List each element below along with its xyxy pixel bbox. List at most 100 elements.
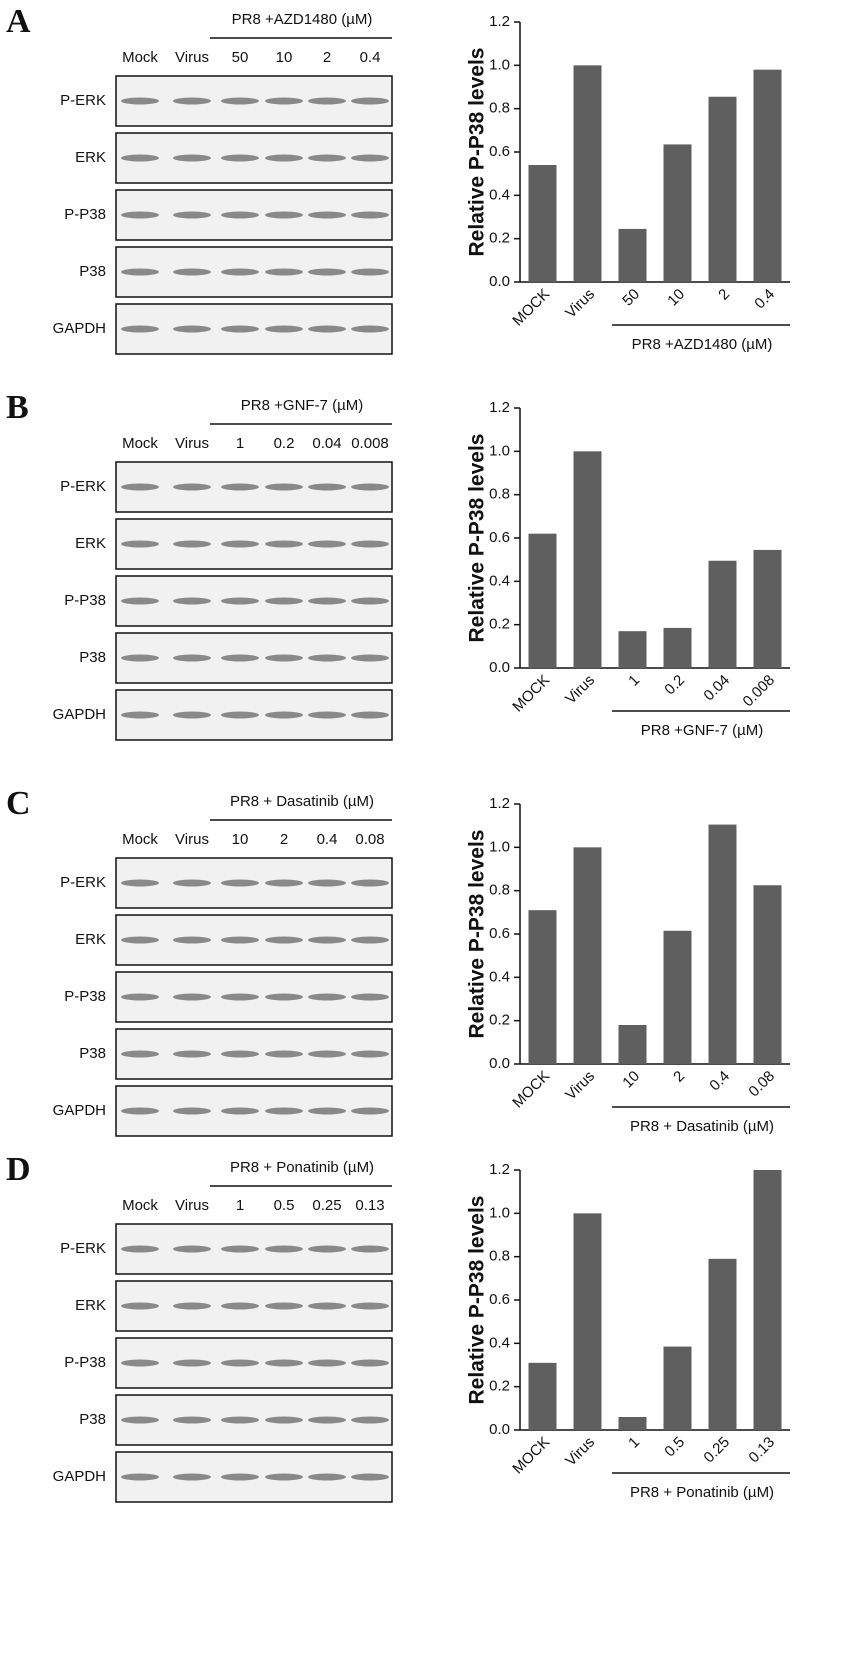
band	[173, 268, 211, 276]
y-tick-label: 0.6	[489, 143, 510, 160]
band	[265, 1107, 303, 1115]
lane-label: 0.08	[355, 831, 384, 848]
band	[221, 1359, 259, 1367]
band	[121, 1050, 159, 1058]
band	[221, 1302, 259, 1310]
band	[221, 325, 259, 333]
x-tick-label: 0.4	[751, 286, 778, 313]
band	[351, 540, 389, 548]
bar	[528, 1362, 557, 1430]
band	[308, 993, 346, 1001]
band	[121, 325, 159, 333]
bar	[753, 69, 782, 283]
band	[121, 654, 159, 662]
bar	[618, 228, 647, 282]
x-tick-label: MOCK	[509, 286, 553, 330]
band	[265, 1359, 303, 1367]
band	[308, 1302, 346, 1310]
lane-label: Virus	[175, 435, 209, 452]
band	[121, 154, 159, 162]
band	[221, 1107, 259, 1115]
band	[265, 936, 303, 944]
y-tick-label: 1.0	[489, 838, 510, 855]
x-tick-label: 50	[619, 286, 643, 310]
band	[121, 211, 159, 219]
band	[265, 325, 303, 333]
blot-row-label: GAPDH	[53, 1468, 106, 1485]
band	[351, 879, 389, 887]
band	[173, 483, 211, 491]
bar	[663, 144, 692, 282]
lane-label: 0.25	[312, 1197, 341, 1214]
x-tick-label: 2	[670, 1068, 688, 1086]
x-tick-label: 0.25	[700, 1434, 733, 1467]
band	[308, 936, 346, 944]
lane-label: Virus	[175, 1197, 209, 1214]
band	[173, 936, 211, 944]
y-tick-label: 0.6	[489, 529, 510, 546]
band	[173, 1359, 211, 1367]
lane-label: 2	[323, 49, 331, 66]
x-tick-label: MOCK	[509, 1068, 553, 1112]
band	[173, 654, 211, 662]
band	[173, 1302, 211, 1310]
band	[308, 97, 346, 105]
band	[221, 936, 259, 944]
band	[121, 879, 159, 887]
band	[173, 1416, 211, 1424]
band	[221, 597, 259, 605]
band	[351, 1359, 389, 1367]
y-tick-label: 0.2	[489, 230, 510, 247]
band	[173, 154, 211, 162]
band	[351, 711, 389, 719]
band	[308, 483, 346, 491]
bar	[753, 1170, 782, 1430]
x-tick-label: Virus	[562, 672, 598, 708]
band	[221, 1416, 259, 1424]
band	[221, 993, 259, 1001]
band	[121, 1359, 159, 1367]
blot-row-label: GAPDH	[53, 706, 106, 723]
y-tick-label: 0.8	[489, 1248, 510, 1265]
band	[121, 597, 159, 605]
y-tick-label: 1.2	[489, 13, 510, 30]
y-tick-label: 1.0	[489, 56, 510, 73]
band	[121, 268, 159, 276]
y-tick-label: 0.8	[489, 486, 510, 503]
band	[265, 154, 303, 162]
y-tick-label: 0.2	[489, 1378, 510, 1395]
band	[265, 211, 303, 219]
band	[308, 154, 346, 162]
band	[308, 1245, 346, 1253]
band	[308, 1050, 346, 1058]
blot-row-label: GAPDH	[53, 320, 106, 337]
band	[308, 711, 346, 719]
x-tick-label: 0.13	[745, 1434, 778, 1467]
lane-label: 0.4	[360, 49, 381, 66]
band	[121, 1473, 159, 1481]
band	[221, 654, 259, 662]
band	[308, 879, 346, 887]
band	[121, 1302, 159, 1310]
band	[265, 540, 303, 548]
x-tick-label: 1	[625, 672, 643, 690]
lane-label: 2	[280, 831, 288, 848]
band	[173, 211, 211, 219]
y-tick-label: 0.4	[489, 186, 510, 203]
band	[351, 654, 389, 662]
y-tick-label: 0.8	[489, 882, 510, 899]
bar	[618, 1417, 647, 1430]
lane-label: Virus	[175, 49, 209, 66]
band	[221, 711, 259, 719]
x-tick-label: 0.08	[745, 1068, 778, 1101]
lane-label: 0.008	[351, 435, 389, 452]
blot-row-label: P-ERK	[60, 1240, 106, 1257]
band	[308, 1473, 346, 1481]
band	[351, 97, 389, 105]
lane-label: Virus	[175, 831, 209, 848]
treatment-label: PR8 + Dasatinib (µM)	[230, 793, 374, 810]
bar	[708, 1258, 737, 1430]
band	[173, 597, 211, 605]
bar	[708, 96, 737, 282]
